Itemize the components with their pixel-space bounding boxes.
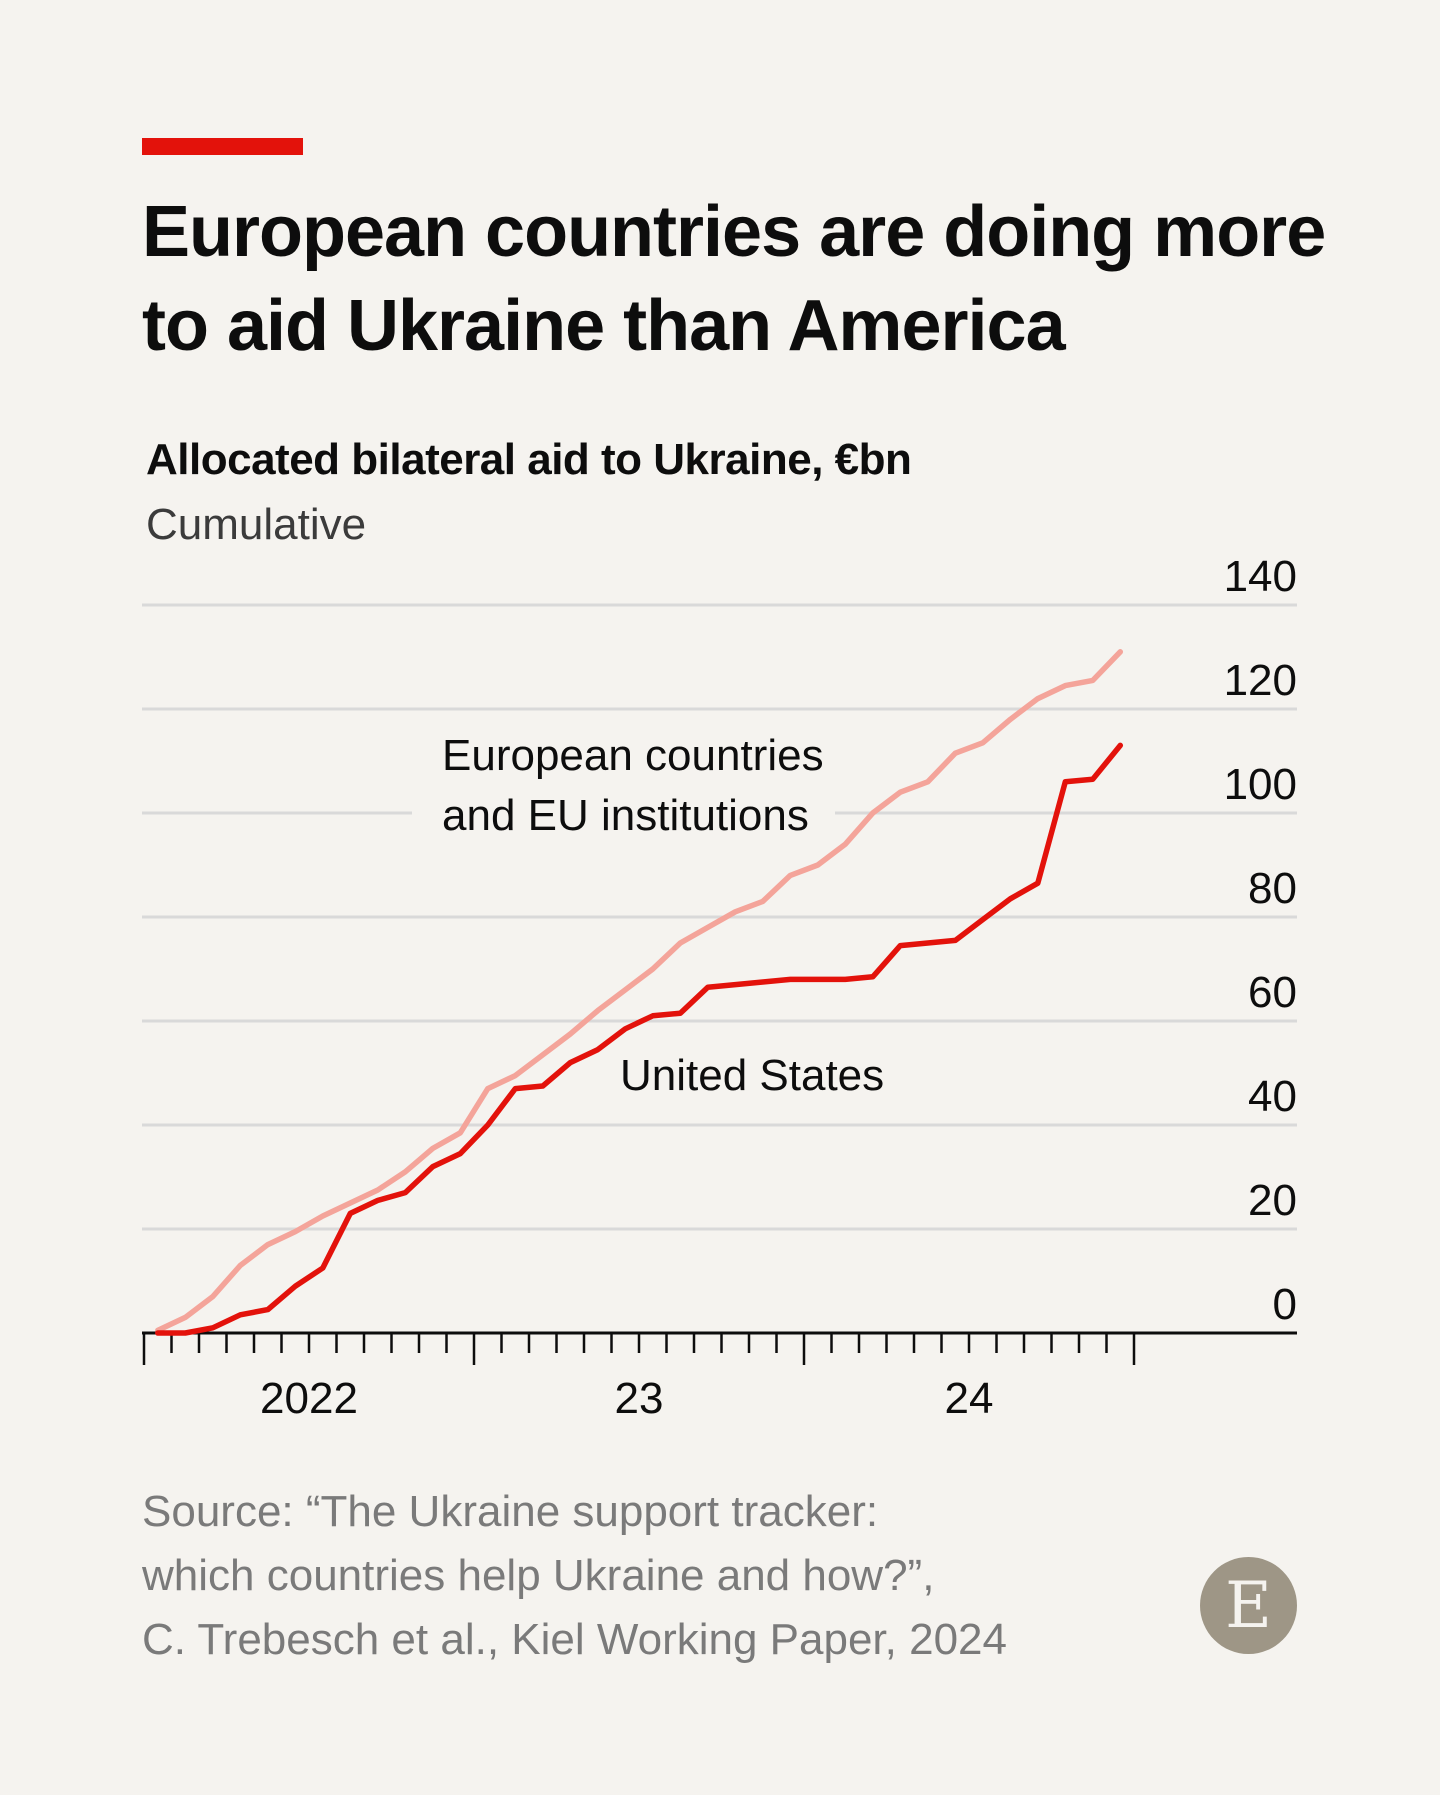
us-series-line bbox=[155, 742, 1124, 1336]
chart-headline: European countries are doing more to aid… bbox=[142, 192, 1326, 366]
y-tick-label: 100 bbox=[1224, 760, 1297, 809]
europe-series-label: European countries bbox=[442, 731, 824, 780]
y-tick-label: 40 bbox=[1248, 1072, 1297, 1121]
y-tick-label: 20 bbox=[1248, 1176, 1297, 1225]
source-line: Source: “The Ukraine support tracker: bbox=[142, 1487, 879, 1536]
source-line: which countries help Ukraine and how?”, bbox=[142, 1551, 935, 1600]
chart-subtitle: Cumulative bbox=[146, 500, 367, 549]
y-tick-label: 0 bbox=[1273, 1280, 1297, 1329]
x-tick-label: 24 bbox=[945, 1374, 994, 1423]
chart-title: Allocated bilateral aid to Ukraine, €bn bbox=[146, 435, 912, 484]
y-tick-label: 140 bbox=[1224, 552, 1297, 601]
europe-series-line bbox=[155, 649, 1124, 1334]
y-tick-label: 120 bbox=[1224, 656, 1297, 705]
us-series-label: United States bbox=[620, 1051, 884, 1100]
logo-letter: E bbox=[1225, 1568, 1272, 1643]
x-tick-label: 2022 bbox=[260, 1374, 358, 1423]
economist-logo: E bbox=[1200, 1557, 1297, 1654]
europe-series-label: and EU institutions bbox=[442, 791, 809, 840]
x-tick-label: 23 bbox=[615, 1374, 664, 1423]
y-tick-label: 60 bbox=[1248, 968, 1297, 1017]
source-line: C. Trebesch et al., Kiel Working Paper, … bbox=[142, 1615, 1007, 1664]
y-tick-label: 80 bbox=[1248, 864, 1297, 913]
line-chart: 0 20 40 60 80 100 120 140 2022 23 24 European cou… bbox=[142, 552, 1297, 1423]
source-note: Source: “The Ukraine support tracker: wh… bbox=[142, 1480, 1142, 1672]
red-accent-bar bbox=[142, 138, 303, 155]
